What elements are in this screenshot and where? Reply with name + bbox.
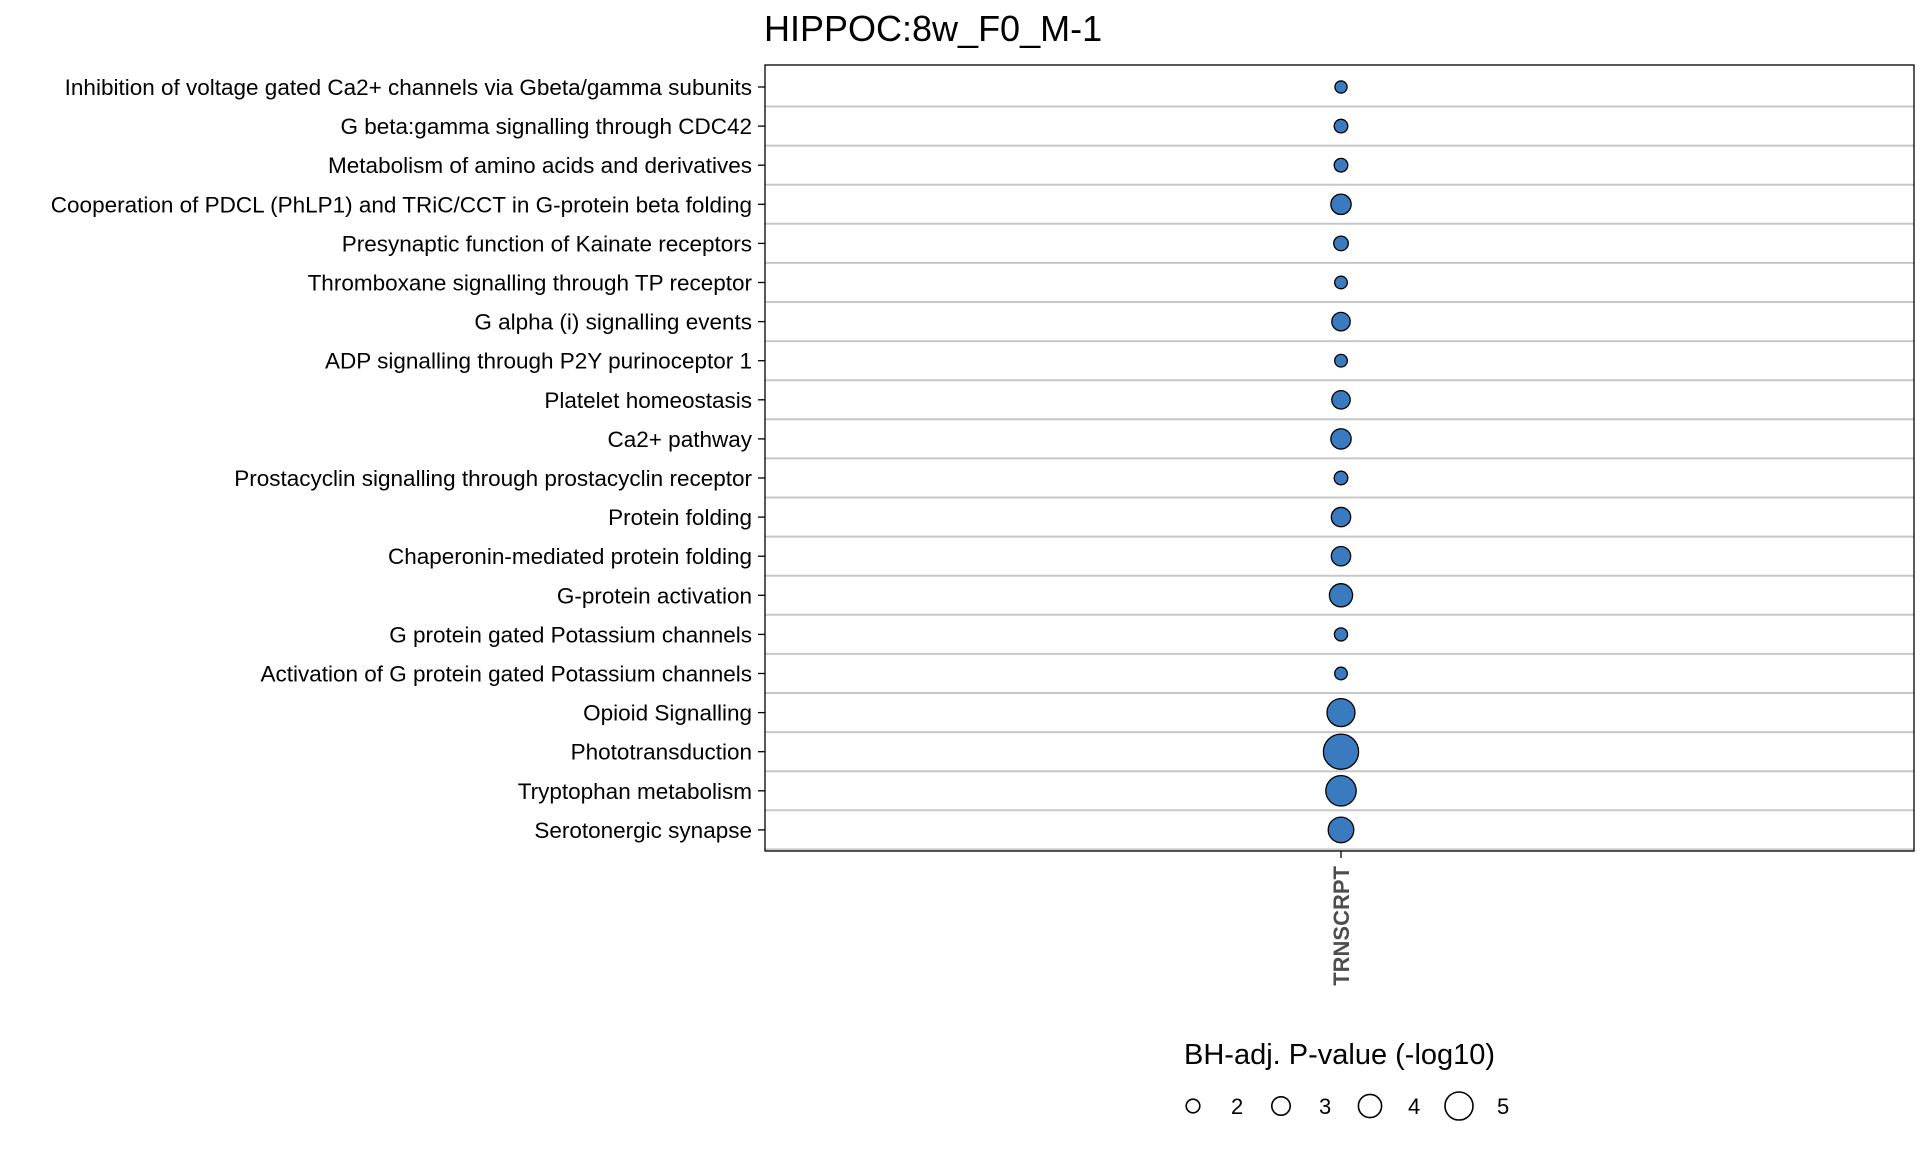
y-tick-label: Cooperation of PDCL (PhLP1) and TRiC/CCT… [51,192,752,217]
y-tick-label: G alpha (i) signalling events [474,310,752,335]
y-axis: Inhibition of voltage gated Ca2+ channel… [51,75,765,843]
y-tick-label: Chaperonin-mediated protein folding [388,544,752,569]
data-points [1322,80,1360,844]
data-point [1333,118,1349,134]
gridlines [765,105,1914,851]
y-tick-label: Activation of G protein gated Potassium … [260,662,752,687]
legend-size-circle [1271,1096,1292,1117]
y-tick-label: G beta:gamma signalling through CDC42 [341,114,752,139]
data-point [1334,666,1348,681]
y-tick-label: Inhibition of voltage gated Ca2+ channel… [65,75,752,100]
data-point [1322,733,1360,770]
data-point [1327,816,1355,844]
y-tick-label: ADP signalling through P2Y purinoceptor … [325,349,752,374]
data-point [1334,353,1348,368]
data-point [1333,235,1349,252]
data-point [1333,470,1349,486]
legend-size-circle [1444,1091,1474,1121]
data-point [1330,506,1352,528]
data-point [1325,774,1357,807]
data-point [1334,80,1348,94]
legend-size-label: 5 [1497,1094,1509,1119]
chart-title: HIPPOC:8w_F0_M-1 [764,8,1102,49]
y-tick-label: Ca2+ pathway [608,427,753,452]
data-point [1330,545,1352,567]
size-legend: BH-adj. P-value (-log10) 2 3 4 5 [1184,1039,1509,1121]
data-point [1333,157,1349,173]
y-tick-label: Presynaptic function of Kainate receptor… [342,231,752,256]
legend-size-label: 2 [1231,1094,1243,1119]
legend-size-label: 4 [1408,1094,1420,1119]
plot-panel-border [764,64,1915,852]
data-point [1331,389,1351,410]
y-tick-label: Tryptophan metabolism [518,779,752,804]
y-tick-label: Prostacyclin signalling through prostacy… [234,466,752,491]
data-point [1334,275,1348,290]
y-tick-label: Metabolism of amino acids and derivative… [328,153,752,178]
data-point [1333,627,1349,642]
legend-size-label: 3 [1319,1094,1331,1119]
legend-title: BH-adj. P-value (-log10) [1184,1039,1495,1071]
x-axis: TRNSCRPT [1329,851,1354,986]
y-tick-label: Opioid Signalling [583,701,752,726]
legend-size-circle [1185,1098,1201,1114]
data-point [1328,583,1354,608]
y-tick-label: Phototransduction [571,740,752,765]
y-tick-label: G-protein activation [557,583,752,608]
data-point [1331,311,1351,332]
y-tick-label: Thromboxane signalling through TP recept… [308,271,753,296]
y-tick-label: Protein folding [608,505,752,530]
y-tick-label: G protein gated Potassium channels [389,622,752,647]
data-point [1330,193,1352,216]
legend-size-circle [1357,1093,1383,1119]
data-point [1330,428,1352,450]
y-tick-label: Platelet homeostasis [544,388,752,413]
x-tick-label: TRNSCRPT [1329,865,1354,985]
data-point [1326,697,1356,728]
y-tick-label: Serotonergic synapse [534,818,752,843]
